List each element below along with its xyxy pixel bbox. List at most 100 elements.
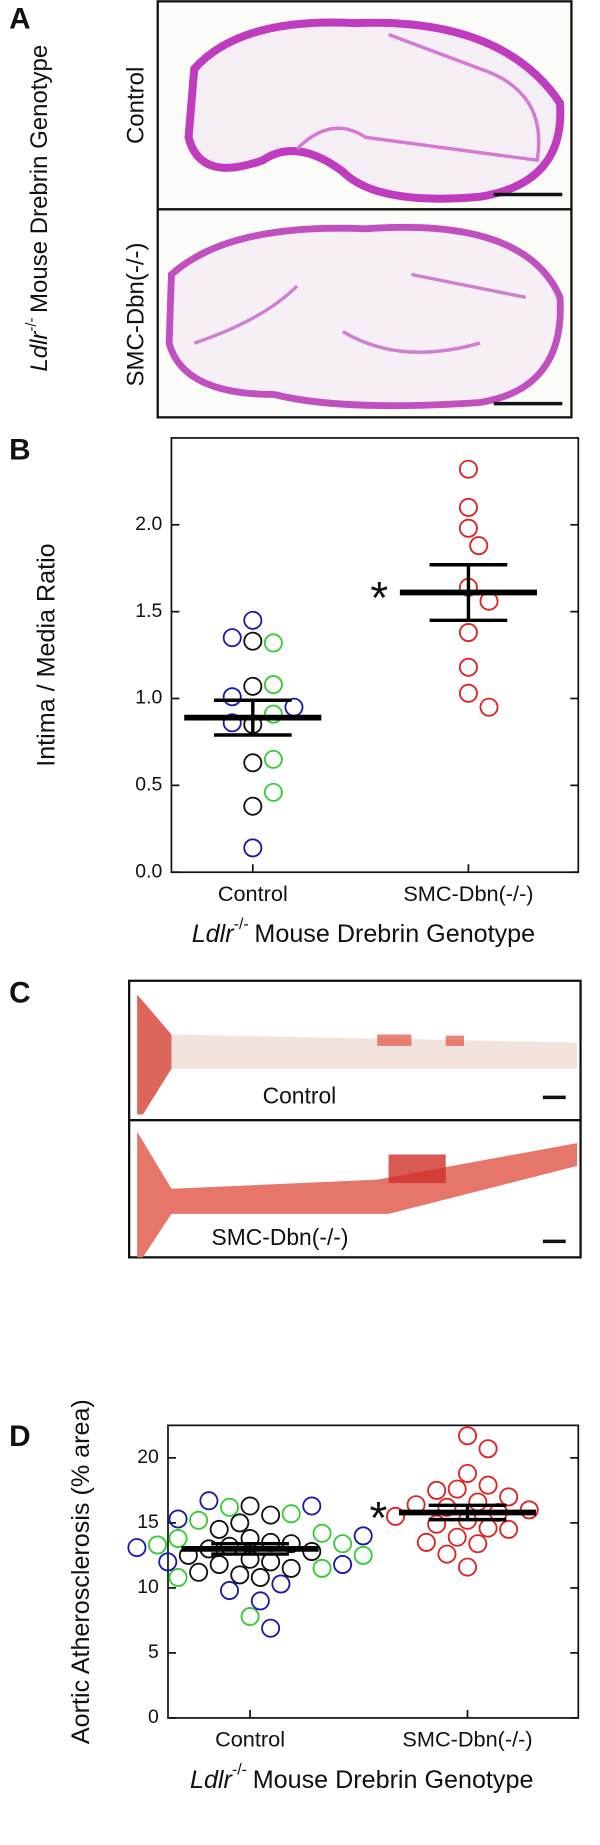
- data-point: [243, 838, 263, 858]
- data-point: [250, 1591, 270, 1611]
- y-tick-label: 5: [148, 1641, 159, 1663]
- data-point: [458, 683, 478, 703]
- data-point: [243, 796, 263, 816]
- data-point: [189, 1510, 209, 1530]
- data-point: [222, 687, 242, 707]
- data-point: [333, 1555, 353, 1574]
- superscript: -/-: [232, 1762, 247, 1779]
- genotype-text: Mouse Drebrin Genotype: [254, 920, 535, 948]
- data-point: [353, 1545, 373, 1565]
- data-point: [263, 782, 283, 802]
- superscript: -/-: [234, 916, 249, 933]
- data-point: [458, 1557, 477, 1577]
- data-point: [243, 631, 263, 651]
- data-point: [271, 1574, 291, 1594]
- panel-letter: B: [9, 433, 30, 466]
- data-point: [427, 1480, 447, 1500]
- data-point: [458, 657, 478, 677]
- data-point: [478, 1475, 498, 1495]
- y-axis-label: Aortic Atherosclerosis (% area): [67, 1399, 95, 1744]
- data-point: [437, 1544, 457, 1564]
- panel-letter: C: [9, 976, 30, 1009]
- data-point: [220, 1581, 239, 1600]
- y-tick-label: 0.5: [135, 773, 162, 795]
- data-point: [302, 1496, 322, 1516]
- x-axis-label: Ldlr-/- Mouse Drebrin Genotype: [190, 1762, 533, 1794]
- data-point: [243, 676, 263, 696]
- data-point: [353, 1526, 373, 1546]
- gene: Ldlr: [192, 920, 236, 948]
- data-point: [168, 1509, 188, 1529]
- data-point: [437, 1497, 457, 1517]
- data-point: [416, 1532, 436, 1552]
- data-point: [209, 1519, 229, 1539]
- x-tick-label: SMC-Dbn(-/-): [403, 881, 533, 906]
- data-point: [263, 633, 283, 653]
- data-point: [261, 1552, 281, 1572]
- data-point: [458, 623, 478, 642]
- data-point: [447, 1479, 467, 1499]
- panel-letter: A: [9, 3, 30, 36]
- data-point: [220, 1497, 239, 1517]
- data-point: [243, 753, 263, 773]
- data-point: [333, 1534, 353, 1554]
- data-point: [240, 1607, 260, 1626]
- row-label: Control: [122, 67, 149, 144]
- data-point: [261, 1618, 281, 1638]
- data-point: [243, 610, 263, 630]
- data-point: [478, 1518, 498, 1538]
- data-point: [458, 459, 478, 479]
- data-point: [263, 749, 283, 769]
- data-point: [189, 1562, 209, 1582]
- y-tick-label: 10: [137, 1576, 159, 1598]
- y-tick-label: 20: [137, 1446, 159, 1468]
- data-point: [209, 1555, 229, 1574]
- plot-frame: [170, 437, 580, 874]
- data-point: [250, 1568, 270, 1587]
- y-tick-label: 0.0: [135, 860, 162, 882]
- row-label: Control: [263, 1082, 337, 1108]
- x-tick-label: Control: [218, 881, 288, 906]
- data-point: [263, 704, 283, 724]
- data-point: [199, 1491, 219, 1511]
- genotype-text: Mouse Drebrin Genotype: [26, 45, 53, 313]
- x-tick-label: SMC-Dbn(-/-): [402, 1727, 532, 1752]
- genotype-text: Mouse Drebrin Genotype: [253, 1765, 534, 1793]
- data-point: [458, 1426, 477, 1446]
- data-point: [458, 1463, 477, 1483]
- data-point: [468, 1534, 488, 1554]
- data-point: [499, 1487, 519, 1507]
- superscript: -/-: [24, 317, 40, 331]
- data-point: [469, 536, 489, 556]
- data-point: [458, 497, 478, 517]
- data-point: [386, 1506, 405, 1526]
- row-label: SMC-Dbn(-/-): [211, 1224, 348, 1250]
- data-point: [312, 1523, 332, 1543]
- data-point: [447, 1527, 467, 1547]
- data-point: [127, 1538, 147, 1558]
- aorta-photo: Control SMC-Dbn(-/-): [128, 979, 582, 1259]
- data-point: [281, 1558, 301, 1578]
- y-tick-label: 15: [137, 1511, 159, 1533]
- data-point: [478, 1439, 498, 1459]
- data-point: [468, 1492, 488, 1512]
- data-point: [222, 713, 242, 733]
- micrograph: [156, 0, 573, 419]
- data-point: [263, 675, 283, 695]
- data-point: [240, 1496, 260, 1516]
- significance-marker: *: [370, 573, 388, 624]
- y-tick-label: 1.5: [135, 600, 162, 622]
- y-axis-label: Intima / Media Ratio: [33, 543, 61, 766]
- x-tick-label: Control: [215, 1727, 285, 1752]
- row-label: SMC-Dbn(-/-): [122, 243, 149, 387]
- x-axis-label: Ldlr-/- Mouse Drebrin Genotype: [192, 916, 535, 948]
- data-point: [168, 1528, 188, 1548]
- data-point: [261, 1505, 281, 1525]
- genotype-label: Ldlr-/- Mouse Drebrin Genotype: [24, 45, 54, 372]
- plot-frame: [167, 1424, 580, 1719]
- data-point: [168, 1568, 188, 1587]
- data-point: [148, 1535, 167, 1555]
- data-point: [222, 628, 242, 648]
